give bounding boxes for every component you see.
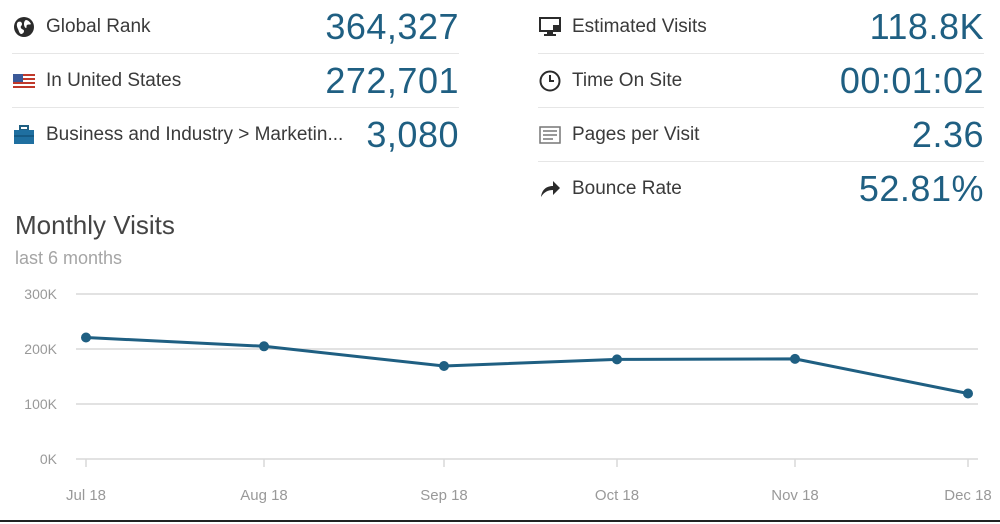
bounce-arrow-icon <box>538 177 562 201</box>
x-tick-label: Aug 18 <box>240 487 288 504</box>
y-tick-label: 200K <box>24 341 57 357</box>
stat-row-global-rank: Global Rank 364,327 <box>12 0 459 54</box>
monthly-visits-chart: 0K 100K 200K 300K Jul 18 Aug 18 Sep 18 Oct 18 No… <box>24 286 992 504</box>
clock-icon <box>538 69 562 93</box>
x-tick-label: Sep 18 <box>420 487 468 504</box>
briefcase-icon <box>12 123 36 147</box>
stat-row-category-rank: Business and Industry > Marketin... 3,08… <box>12 108 459 162</box>
data-point <box>790 353 800 364</box>
stat-row-pages-per-visit: Pages per Visit 2.36 <box>538 108 984 162</box>
stat-label-global-rank: Global Rank <box>46 15 151 37</box>
stat-value-category-rank: 3,080 <box>366 114 459 155</box>
y-tick-label: 100K <box>24 396 57 412</box>
stat-label-time-on-site: Time On Site <box>572 69 683 91</box>
stat-value-estimated-visits: 118.8K <box>869 5 984 47</box>
data-point <box>612 354 622 365</box>
stat-value-time-on-site: 00:01:02 <box>839 59 984 101</box>
rank-stats: Global Rank 364,327 In United States 272… <box>12 0 459 162</box>
data-point <box>81 332 91 343</box>
y-tick-label: 300K <box>24 286 57 302</box>
x-tick-label: Jul 18 <box>66 487 106 504</box>
stat-label-estimated-visits: Estimated Visits <box>572 15 707 37</box>
stat-label-bounce-rate: Bounce Rate <box>572 178 682 199</box>
bottom-divider <box>0 520 1000 522</box>
pages-icon <box>538 123 562 147</box>
x-tick-label: Oct 18 <box>595 487 639 504</box>
stat-value-bounce-rate: 52.81% <box>858 168 984 209</box>
us-flag-icon <box>12 69 36 93</box>
stat-row-bounce-rate: Bounce Rate 52.81% <box>538 162 984 216</box>
data-point <box>963 388 973 399</box>
chart-subtitle: last 6 months <box>15 248 123 268</box>
data-point <box>439 361 449 371</box>
x-tick-label: Nov 18 <box>771 487 819 504</box>
stat-label-category-rank: Business and Industry > Marketin... <box>46 124 344 145</box>
stat-label-pages-per-visit: Pages per Visit <box>572 123 700 145</box>
x-tick-label: Dec 18 <box>944 487 992 504</box>
stat-row-estimated-visits: Estimated Visits 118.8K <box>538 0 984 54</box>
monitor-icon <box>538 15 562 39</box>
stat-value-global-rank: 364,327 <box>325 5 459 47</box>
stat-row-country-rank: In United States 272,701 <box>12 54 459 108</box>
series-line-visits <box>85 336 969 395</box>
data-point <box>259 341 269 352</box>
stat-value-pages-per-visit: 2.36 <box>911 113 984 155</box>
engagement-stats: Estimated Visits 118.8K Time On Site 00:… <box>538 0 984 216</box>
stat-value-country-rank: 272,701 <box>325 59 459 101</box>
stat-label-country-rank: In United States <box>46 69 182 91</box>
y-tick-label: 0K <box>40 451 58 467</box>
globe-icon <box>12 15 36 39</box>
stat-row-time-on-site: Time On Site 00:01:02 <box>538 54 984 108</box>
chart-title: Monthly Visits <box>15 210 175 240</box>
